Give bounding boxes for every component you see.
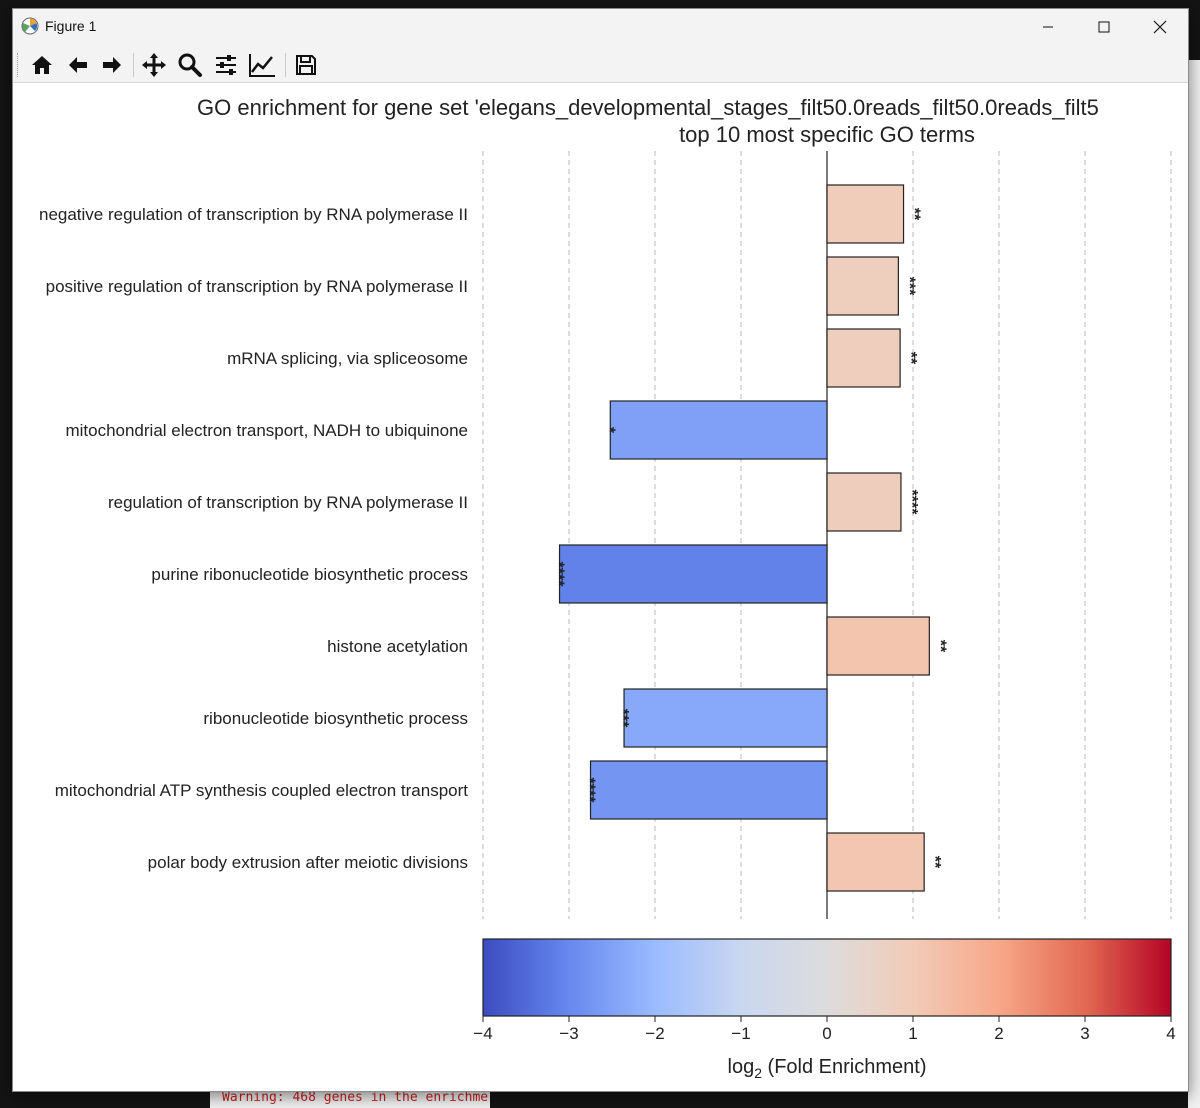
category-label: ribonucleotide biosynthetic process: [203, 709, 468, 728]
bar: [589, 760, 828, 820]
edit-axis-icon: [249, 54, 275, 77]
category-label: mitochondrial ATP synthesis coupled elec…: [55, 781, 469, 800]
colorbar-label-text: (Fold Enrichment): [762, 1056, 927, 1078]
colorbar-tick-label: 4: [1166, 1024, 1175, 1043]
colorbar-label-subscript: 2: [754, 1065, 762, 1081]
significance-marker: ***: [900, 277, 917, 296]
category-label: polar body extrusion after meiotic divis…: [148, 853, 468, 872]
significance-marker: ****: [550, 562, 567, 588]
colorbar: [482, 938, 1172, 1017]
colorbar-tick-label: 0: [822, 1024, 831, 1043]
significance-marker: ****: [581, 778, 598, 804]
significance-marker: **: [902, 352, 919, 365]
chart-title: GO enrichment for gene set 'elegans_deve…: [197, 95, 1099, 120]
zoom-button[interactable]: [175, 51, 205, 79]
significance-marker: **: [926, 856, 943, 869]
category-label: negative regulation of transcription by …: [39, 205, 468, 224]
navigation-toolbar: [13, 45, 1188, 83]
figure-window: Figure 1: [12, 8, 1189, 1092]
home-icon: [32, 56, 52, 74]
colorbar-tick-label: 3: [1080, 1024, 1089, 1043]
forward-arrow-icon: [103, 57, 121, 73]
go-enrichment-chart: negative regulation of transcription by …: [39, 95, 1176, 1081]
colorbar-tick-label: 1: [908, 1024, 917, 1043]
category-label: purine ribonucleotide biosynthetic proce…: [151, 565, 468, 584]
save-button[interactable]: [291, 51, 321, 79]
maximize-icon: [1098, 21, 1110, 33]
close-button[interactable]: [1132, 9, 1188, 45]
bar: [623, 688, 828, 748]
minimize-button[interactable]: [1020, 9, 1076, 45]
colorbar-tick-label: −3: [559, 1024, 578, 1043]
bar: [826, 616, 930, 676]
bar: [826, 832, 925, 892]
toolbar-separator: [133, 53, 134, 77]
category-label: regulation of transcription by RNA polym…: [108, 493, 468, 512]
significance-marker: ***: [614, 709, 631, 728]
significance-marker: **: [906, 208, 923, 221]
configure-subplots-button[interactable]: [211, 51, 241, 79]
category-label: histone acetylation: [327, 637, 468, 656]
bar: [826, 184, 905, 244]
bar: [558, 544, 828, 604]
colorbar-tick-label: 2: [994, 1024, 1003, 1043]
category-label: mRNA splicing, via spliceosome: [227, 349, 468, 368]
toolbar-grip[interactable]: [17, 53, 20, 77]
category-label: mitochondrial electron transport, NADH t…: [65, 421, 468, 440]
colorbar-tick-label: −1: [731, 1024, 750, 1043]
chart-subtitle: top 10 most specific GO terms: [679, 122, 975, 147]
bar: [826, 472, 902, 532]
pan-button[interactable]: [139, 51, 169, 79]
minimize-icon: [1043, 26, 1053, 28]
figure-canvas[interactable]: negative regulation of transcription by …: [13, 83, 1188, 1091]
back-button[interactable]: [63, 51, 93, 79]
colorbar-tick-label: −4: [473, 1024, 492, 1043]
category-label: positive regulation of transcription by …: [46, 277, 468, 296]
bar: [609, 400, 828, 460]
colorbar-label: log2 (Fold Enrichment): [728, 1056, 927, 1081]
background-window-edge: [1188, 60, 1200, 1108]
title-bar[interactable]: Figure 1: [13, 9, 1188, 45]
bar: [826, 328, 901, 388]
edit-axis-button[interactable]: [247, 51, 277, 79]
pan-icon: [142, 53, 166, 77]
matplotlib-logo-icon: [21, 17, 39, 35]
zoom-icon: [178, 53, 202, 77]
save-icon: [296, 55, 316, 75]
configure-subplots-icon: [216, 55, 236, 75]
significance-marker: *: [600, 427, 617, 434]
significance-marker: **: [931, 640, 948, 653]
bar: [826, 256, 899, 316]
maximize-button[interactable]: [1076, 9, 1132, 45]
toolbar-separator: [285, 53, 286, 77]
back-arrow-icon: [69, 57, 87, 73]
forward-button[interactable]: [97, 51, 127, 79]
colorbar-label-log: log: [728, 1056, 755, 1078]
home-button[interactable]: [27, 51, 57, 79]
window-title: Figure 1: [45, 18, 97, 34]
significance-marker: ****: [903, 490, 920, 516]
close-icon: [1153, 20, 1167, 34]
colorbar-tick-label: −2: [645, 1024, 664, 1043]
